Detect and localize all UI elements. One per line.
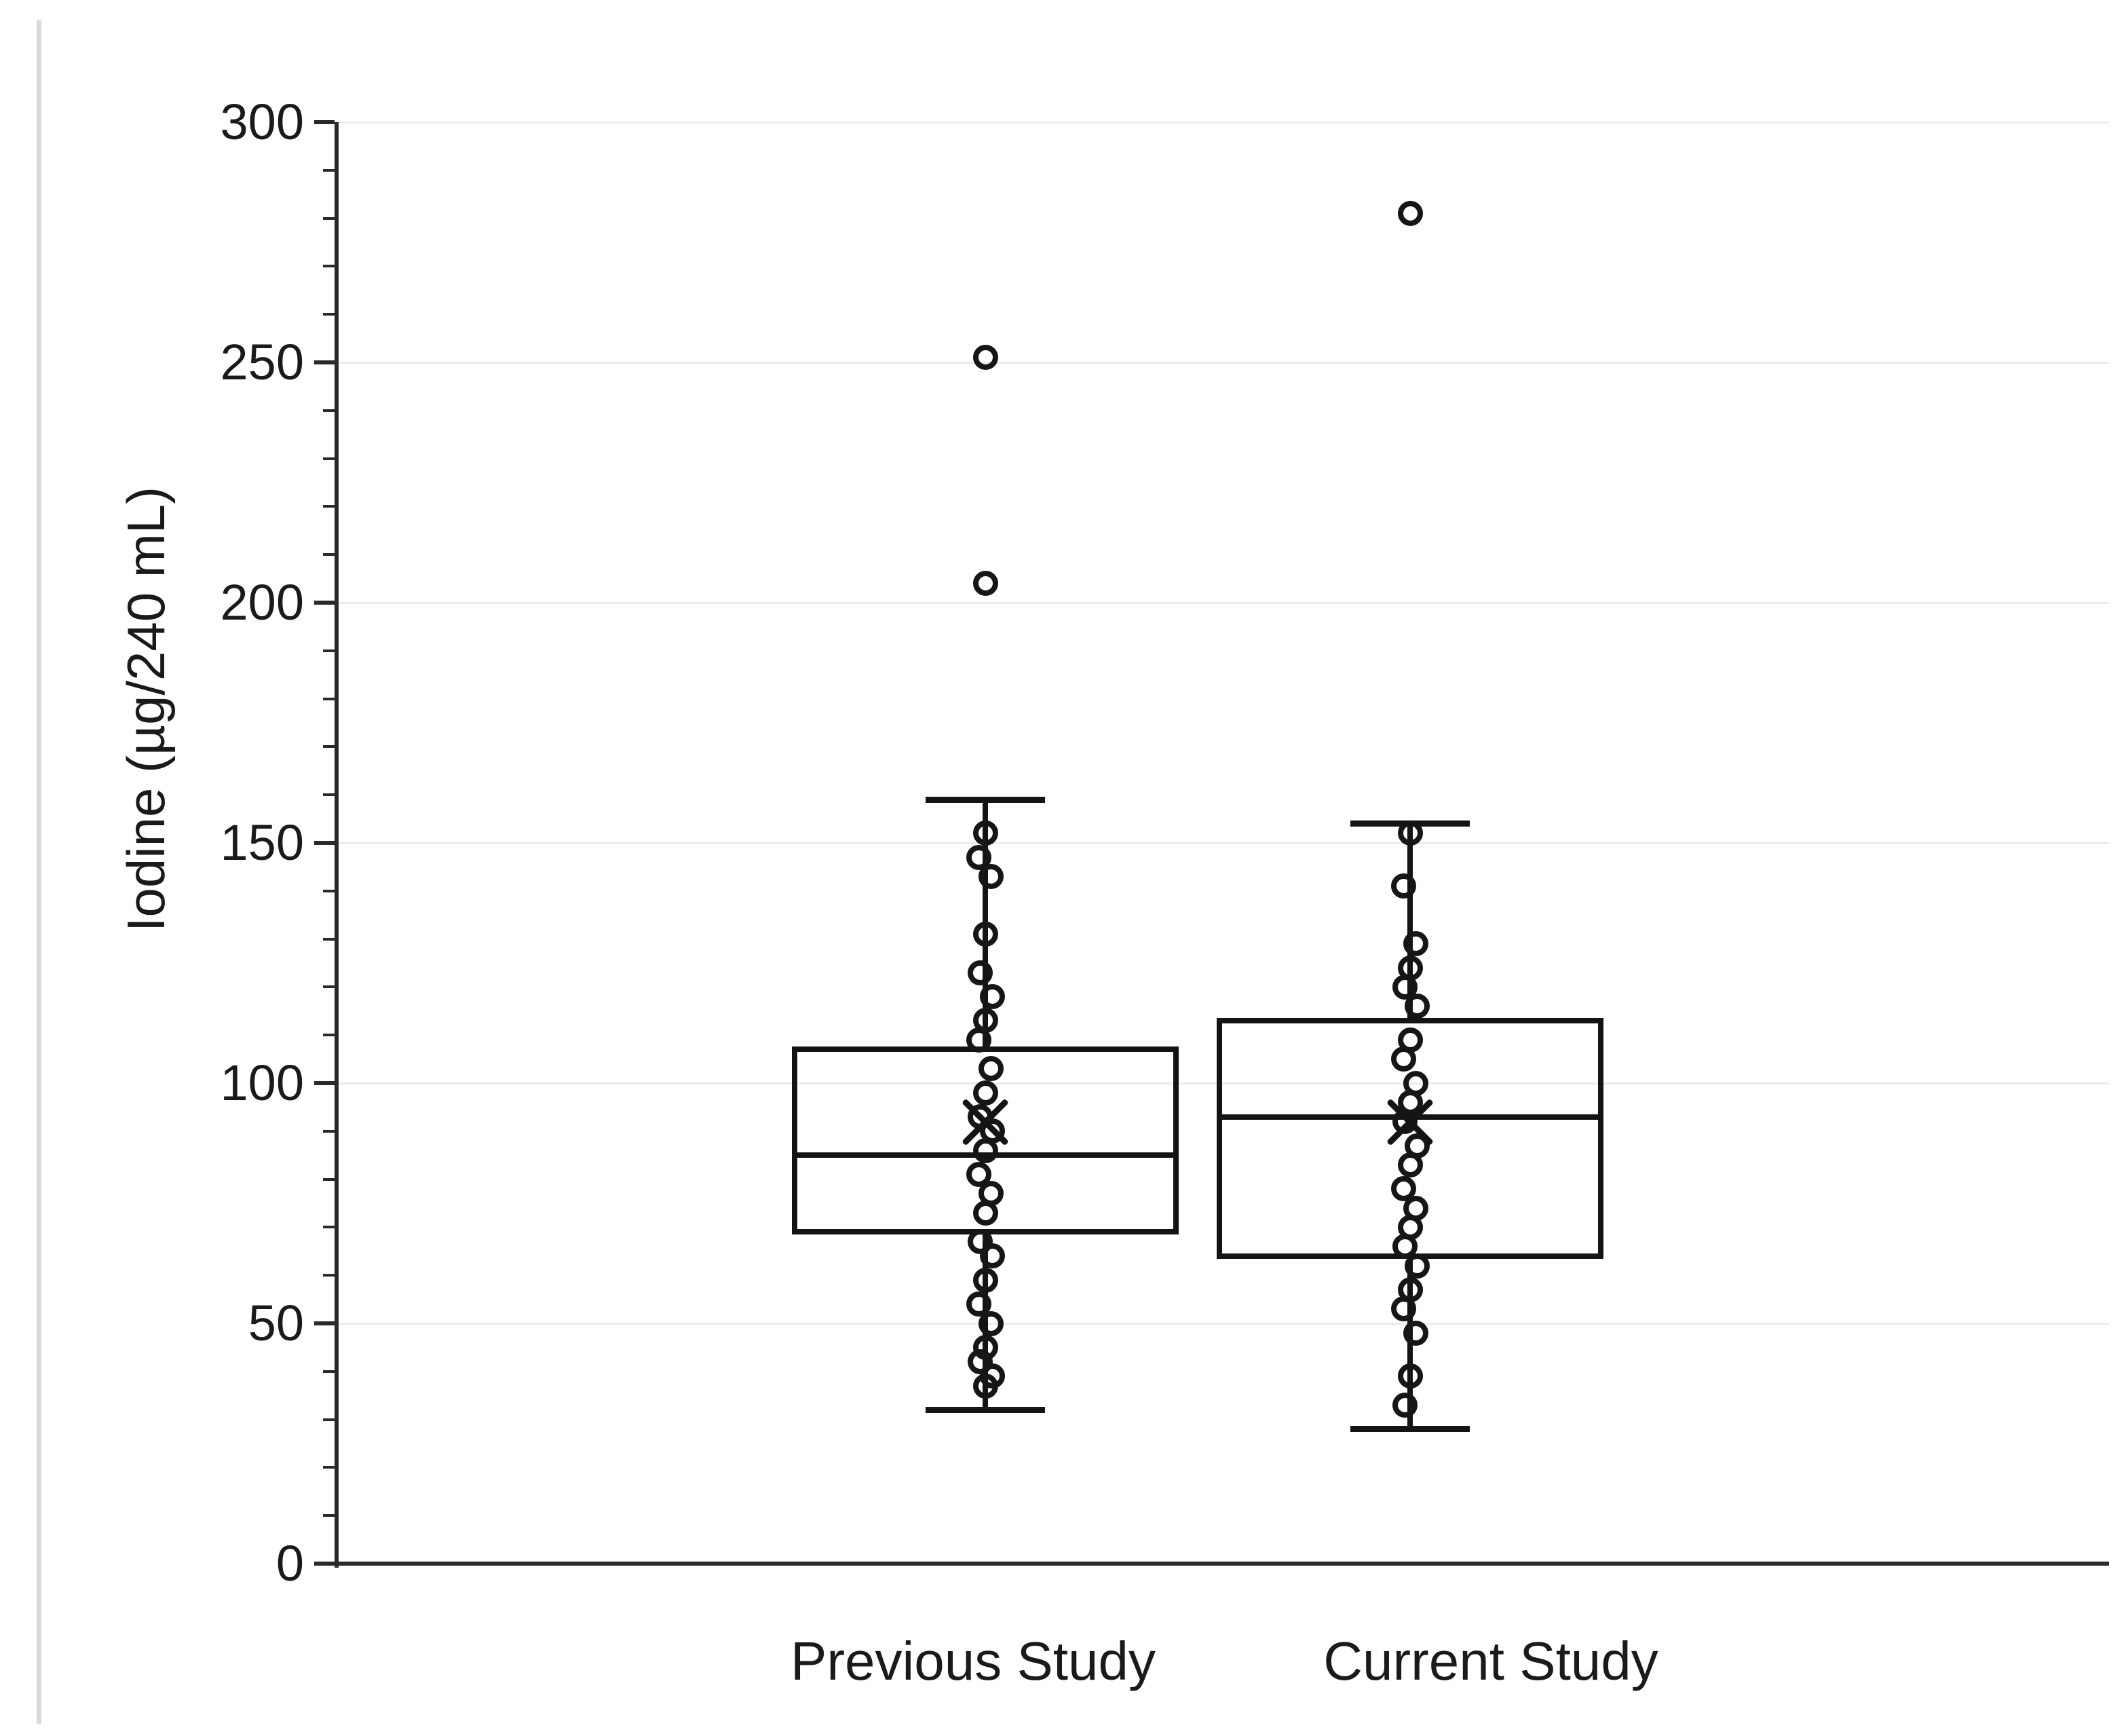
lower-whisker-cap (1350, 1426, 1470, 1432)
y-minor-tick-240 (323, 409, 335, 412)
y-minor-tick-280 (323, 217, 335, 220)
y-minor-tick-110 (323, 1034, 335, 1036)
y-major-tick-200 (314, 601, 335, 605)
y-minor-tick-20 (323, 1466, 335, 1469)
y-minor-tick-180 (323, 698, 335, 700)
data-point (973, 922, 998, 947)
data-point (968, 960, 993, 985)
y-minor-tick-210 (323, 553, 335, 556)
data-point (973, 1374, 998, 1399)
page-edge-line (37, 20, 41, 1724)
x-axis-line (335, 1562, 2109, 1566)
outlier-point (973, 345, 998, 370)
data-point (973, 1201, 998, 1226)
data-point (1398, 1152, 1423, 1177)
upper-whisker-line (1407, 824, 1413, 1021)
data-point (1405, 994, 1430, 1019)
y-minor-tick-70 (323, 1226, 335, 1228)
y-minor-tick-120 (323, 985, 335, 988)
y-minor-tick-260 (323, 313, 335, 316)
data-point (978, 864, 1004, 889)
data-point (973, 820, 998, 846)
x-category-label-previous-study: Previous Study (790, 1631, 1156, 1691)
data-point (1398, 1363, 1423, 1389)
y-minor-tick-130 (323, 938, 335, 941)
y-minor-tick-160 (323, 793, 335, 796)
y-major-tick-50 (314, 1321, 335, 1325)
y-gridline-250 (335, 362, 2109, 364)
data-point (1398, 820, 1423, 846)
x-category-label-current-study: Current Study (1323, 1631, 1658, 1691)
data-point (966, 1291, 991, 1317)
upper-whisker-cap (926, 797, 1045, 803)
y-major-tick-250 (314, 360, 335, 364)
lower-whisker-cap (926, 1407, 1045, 1413)
y-major-tick-0 (314, 1562, 335, 1566)
data-point (980, 1243, 1005, 1268)
data-point (978, 1311, 1004, 1336)
y-gridline-200 (335, 602, 2109, 604)
y-tick-label-300: 300 (220, 94, 304, 150)
data-point (1391, 1176, 1416, 1201)
y-minor-tick-230 (323, 457, 335, 460)
y-minor-tick-80 (323, 1178, 335, 1181)
y-minor-tick-60 (323, 1274, 335, 1277)
data-point (1405, 1253, 1430, 1279)
data-point (1403, 1321, 1428, 1346)
data-point (1392, 1234, 1418, 1259)
y-minor-tick-90 (323, 1130, 335, 1133)
data-point (1403, 931, 1428, 956)
y-tick-label-150: 150 (220, 814, 304, 871)
y-tick-label-100: 100 (220, 1055, 304, 1111)
y-major-tick-300 (314, 120, 335, 124)
mean-x-marker (961, 1097, 1010, 1146)
data-point (1391, 873, 1416, 899)
data-point (978, 1056, 1004, 1081)
y-major-tick-100 (314, 1081, 335, 1085)
y-minor-tick-140 (323, 890, 335, 892)
mean-x-marker (1386, 1097, 1434, 1146)
data-point (973, 1138, 998, 1163)
data-point (966, 1162, 991, 1187)
y-minor-tick-30 (323, 1418, 335, 1421)
outlier-point (973, 571, 998, 596)
y-minor-tick-220 (323, 505, 335, 508)
data-point (980, 984, 1005, 1009)
data-point (1391, 1046, 1416, 1072)
y-minor-tick-170 (323, 745, 335, 748)
y-minor-tick-270 (323, 265, 335, 267)
y-minor-tick-290 (323, 169, 335, 172)
outlier-point (1398, 201, 1423, 226)
y-tick-label-0: 0 (276, 1535, 304, 1591)
y-tick-label-250: 250 (220, 334, 304, 390)
data-point (966, 845, 991, 870)
data-point (1392, 975, 1418, 1000)
data-point (973, 1080, 998, 1106)
y-tick-label-50: 50 (248, 1295, 304, 1351)
y-minor-tick-190 (323, 649, 335, 652)
data-point (1391, 1296, 1416, 1321)
y-minor-tick-10 (323, 1514, 335, 1517)
data-point (1392, 1393, 1418, 1418)
data-point (966, 1027, 991, 1053)
y-minor-tick-40 (323, 1370, 335, 1373)
data-point (973, 1268, 998, 1293)
y-major-tick-150 (314, 841, 335, 845)
y-tick-label-200: 200 (220, 574, 304, 630)
y-axis-line (335, 122, 339, 1568)
y-gridline-300 (335, 121, 2109, 124)
y-gridline-50 (335, 1323, 2109, 1325)
y-gridline-150 (335, 842, 2109, 844)
